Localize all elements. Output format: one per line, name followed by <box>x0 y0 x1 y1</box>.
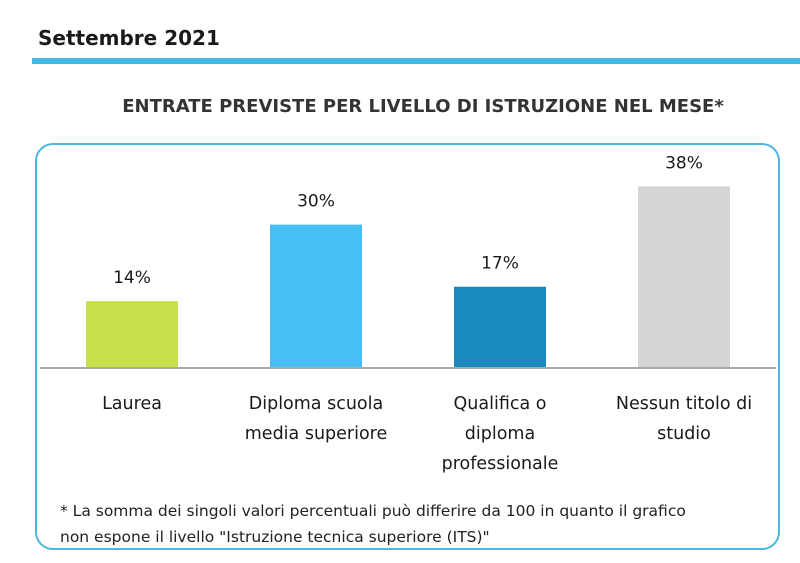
data-label-1: 14% <box>113 268 151 288</box>
category-label-3-line-2: diploma <box>465 424 535 444</box>
footnote-line-1: * La somma dei singoli valori percentual… <box>60 502 686 520</box>
data-label-4: 38% <box>665 153 703 173</box>
category-label-4-line-1: Nessun titolo di <box>616 394 752 414</box>
page-title: Settembre 2021 <box>38 26 220 50</box>
category-label-4-line-2: studio <box>657 424 711 444</box>
chart-title: ENTRATE PREVISTE PER LIVELLO DI ISTRUZIO… <box>122 96 724 117</box>
bar-2 <box>270 224 362 368</box>
data-label-3: 17% <box>481 254 519 274</box>
chart-frame <box>35 143 780 550</box>
bar-4 <box>638 186 730 368</box>
bar-3 <box>454 286 546 368</box>
category-label-2-line-2: media superiore <box>245 424 388 444</box>
category-label-3-line-3: professionale <box>442 454 559 474</box>
footnote-line-2: non espone il livello "Istruzione tecnic… <box>60 528 490 546</box>
header-divider <box>32 58 800 64</box>
bar-1 <box>86 301 178 368</box>
category-label-1-line-1: Laurea <box>102 394 162 414</box>
footnote: * La somma dei singoli valori percentual… <box>60 498 780 550</box>
category-label-3-line-1: Qualifica o <box>454 394 547 414</box>
data-label-2: 30% <box>297 192 335 212</box>
category-label-2-line-1: Diploma scuola <box>249 394 383 414</box>
